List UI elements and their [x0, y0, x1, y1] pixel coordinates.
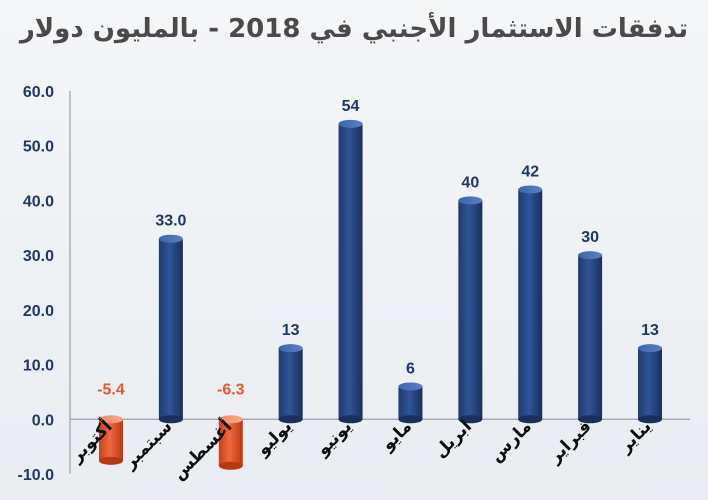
data-label: 40	[461, 174, 479, 191]
bar-base	[578, 415, 603, 424]
bar-base	[158, 415, 183, 424]
category-label: مارس	[486, 417, 536, 467]
bar-4	[458, 196, 483, 424]
y-tick-label: 40.0	[23, 193, 54, 210]
bar-cap	[158, 234, 183, 243]
data-label: 42	[521, 163, 539, 180]
data-label: -5.4	[97, 381, 125, 398]
bar-base	[518, 415, 543, 424]
bar-body	[518, 189, 543, 420]
bar-body	[578, 255, 603, 420]
y-tick-label: 50.0	[23, 139, 54, 156]
y-tick-label: 30.0	[23, 248, 54, 265]
y-tick-label: 20.0	[23, 303, 54, 320]
bar-body	[638, 348, 662, 420]
bar-2	[578, 251, 603, 424]
category-label: سبتمبر	[119, 417, 176, 474]
bar-cap	[398, 382, 423, 391]
bar-9	[158, 234, 183, 424]
bar-base	[458, 415, 483, 424]
data-label: 54	[342, 98, 360, 115]
bar-cap	[338, 119, 363, 128]
category-label: ابريل	[430, 417, 475, 462]
bar-base	[398, 415, 423, 424]
chart-title: تدفقات الاستثمار الأجنبي في 2018 - بالمل…	[18, 12, 688, 44]
bar-base	[218, 461, 243, 470]
bar-base	[638, 415, 662, 424]
y-tick-label: -10.0	[18, 467, 55, 484]
bar-3	[518, 185, 543, 424]
bar-body	[158, 238, 183, 420]
bar-5	[398, 382, 423, 424]
bar-6	[338, 119, 363, 424]
bar-cap	[278, 344, 303, 353]
y-tick-label: 60.0	[23, 84, 54, 101]
data-label: 13	[282, 322, 300, 339]
bar-body	[398, 386, 423, 420]
bar-8	[218, 415, 243, 470]
bar-7	[278, 344, 303, 424]
data-label: 6	[406, 360, 415, 377]
y-tick-label: 0.0	[32, 412, 54, 429]
bar-body	[278, 348, 303, 420]
data-label: -6.3	[217, 381, 245, 398]
bar-base	[338, 415, 363, 424]
bar-cap	[458, 196, 483, 205]
axes: 60.0 50.0 40.0 30.0 20.0 10.0 0.0 -10.0	[18, 84, 690, 484]
data-labels-group: 13 30 42 40 6 54 13 -6.3 33.0 -5.4	[97, 98, 659, 398]
data-label: 13	[641, 322, 659, 339]
category-labels-group: ينايرفبرايرمارسابريلمايويونيويوليوأغسطسس…	[65, 415, 656, 484]
bar-body	[338, 123, 363, 420]
bar-body	[99, 419, 123, 461]
bar-cap	[218, 415, 243, 424]
y-tick-label: 10.0	[23, 358, 54, 375]
category-label: فبراير	[544, 417, 595, 468]
bar-cap	[638, 344, 662, 353]
bar-base	[278, 415, 303, 424]
bar-body	[458, 200, 483, 420]
bar-body	[218, 419, 243, 466]
bar-cap	[99, 415, 123, 424]
data-label: 33.0	[155, 213, 186, 230]
bar-cap	[578, 251, 603, 260]
bars-group	[99, 119, 662, 470]
bar-1	[638, 344, 662, 424]
data-label: 30	[581, 229, 599, 246]
bar-10	[99, 415, 123, 465]
bar-cap	[518, 185, 543, 194]
bar-base	[99, 456, 123, 465]
